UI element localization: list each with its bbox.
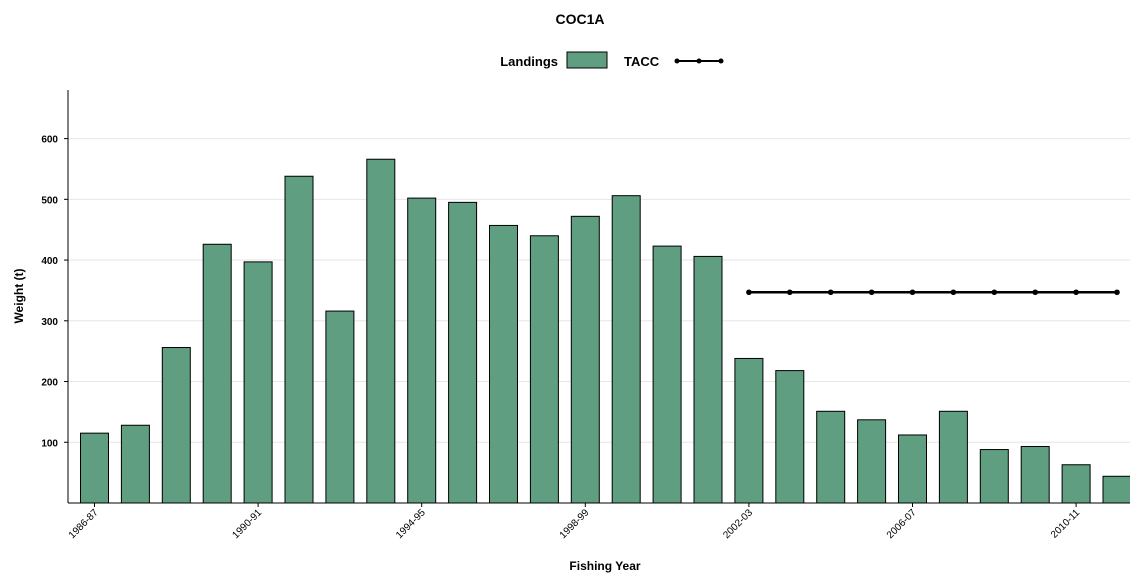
bar-1992-93 bbox=[325, 310, 355, 504]
bar-1998-99 bbox=[570, 215, 600, 504]
bar-1994-95 bbox=[407, 197, 437, 504]
x-tick-label: 1990-91 bbox=[230, 507, 264, 541]
y-ticks: 100 200 300 400 500 600 bbox=[41, 135, 68, 449]
bar-2008-09 bbox=[979, 449, 1009, 504]
legend: Landings TACC bbox=[500, 51, 724, 69]
bar-2006-07 bbox=[898, 434, 927, 504]
legend-swatch-tacc bbox=[674, 58, 724, 64]
bar-1999-00 bbox=[611, 195, 641, 504]
x-tick-label: 1994-95 bbox=[394, 507, 428, 541]
bar-2001-02 bbox=[693, 255, 723, 504]
legend-label-tacc: TACC bbox=[624, 54, 660, 69]
chart-title: COC1A bbox=[555, 11, 604, 27]
y-tick-label: 400 bbox=[41, 256, 58, 267]
legend-swatch-landings bbox=[566, 51, 608, 69]
tacc-point-2011-12 bbox=[1114, 289, 1120, 296]
x-tick-label: 2002-03 bbox=[721, 507, 755, 541]
x-tick-label: 2006-07 bbox=[885, 507, 919, 541]
x-axis-label: Fishing Year bbox=[569, 559, 640, 573]
bar-1987-88 bbox=[120, 424, 150, 504]
x-tick-label: 1986-87 bbox=[67, 507, 101, 541]
bar-2004-05 bbox=[816, 410, 846, 504]
tacc-point-2010-11 bbox=[1073, 289, 1079, 296]
bar-1986-87 bbox=[80, 432, 109, 504]
tacc-line bbox=[746, 289, 1120, 296]
y-axis-label: Weight (t) bbox=[12, 268, 26, 323]
bar-2000-01 bbox=[652, 245, 682, 504]
bar-2002-03 bbox=[734, 357, 764, 504]
tacc-point-2002-03 bbox=[746, 289, 752, 296]
y-tick-label: 200 bbox=[41, 378, 58, 389]
tacc-point-2009-10 bbox=[1032, 289, 1038, 296]
bar-1997-98 bbox=[529, 235, 559, 504]
bar-1989-90 bbox=[202, 243, 232, 504]
bar-1995-96 bbox=[448, 201, 478, 504]
y-tick-label: 600 bbox=[41, 135, 58, 146]
bar-2011-12 bbox=[1102, 475, 1130, 504]
bar-2009-10 bbox=[1020, 446, 1050, 504]
legend-label-landings: Landings bbox=[500, 54, 558, 69]
bars bbox=[80, 158, 1130, 504]
tacc-point-2004-05 bbox=[827, 289, 834, 296]
x-tick-label: 1998-99 bbox=[558, 507, 592, 541]
legend-marker-tacc bbox=[718, 58, 724, 64]
tacc-point-2007-08 bbox=[950, 289, 957, 296]
tacc-point-2006-07 bbox=[909, 289, 916, 296]
y-tick-label: 500 bbox=[41, 195, 58, 206]
x-tick-label: 2010-11 bbox=[1049, 507, 1083, 541]
bar-1990-91 bbox=[243, 261, 273, 504]
bar-2007-08 bbox=[938, 410, 968, 504]
bar-1991-92 bbox=[284, 175, 314, 504]
tacc-point-2008-09 bbox=[991, 289, 998, 296]
bar-2005-06 bbox=[857, 419, 887, 504]
bar-2010-11 bbox=[1061, 464, 1091, 504]
legend-marker-tacc bbox=[696, 58, 702, 64]
bar-1988-89 bbox=[161, 347, 191, 504]
y-tick-label: 100 bbox=[41, 438, 58, 449]
x-ticks: 1986-87 1990-91 1994-95 1998-99 2002-03 2006-… bbox=[67, 503, 1083, 541]
legend-marker-tacc bbox=[674, 58, 680, 64]
bar-1993-94 bbox=[366, 158, 396, 504]
tacc-point-2005-06 bbox=[868, 289, 875, 296]
bar-2003-04 bbox=[775, 370, 805, 504]
tacc-point-2003-04 bbox=[787, 289, 793, 296]
y-tick-label: 300 bbox=[41, 317, 58, 328]
bar-1996-97 bbox=[489, 224, 518, 504]
